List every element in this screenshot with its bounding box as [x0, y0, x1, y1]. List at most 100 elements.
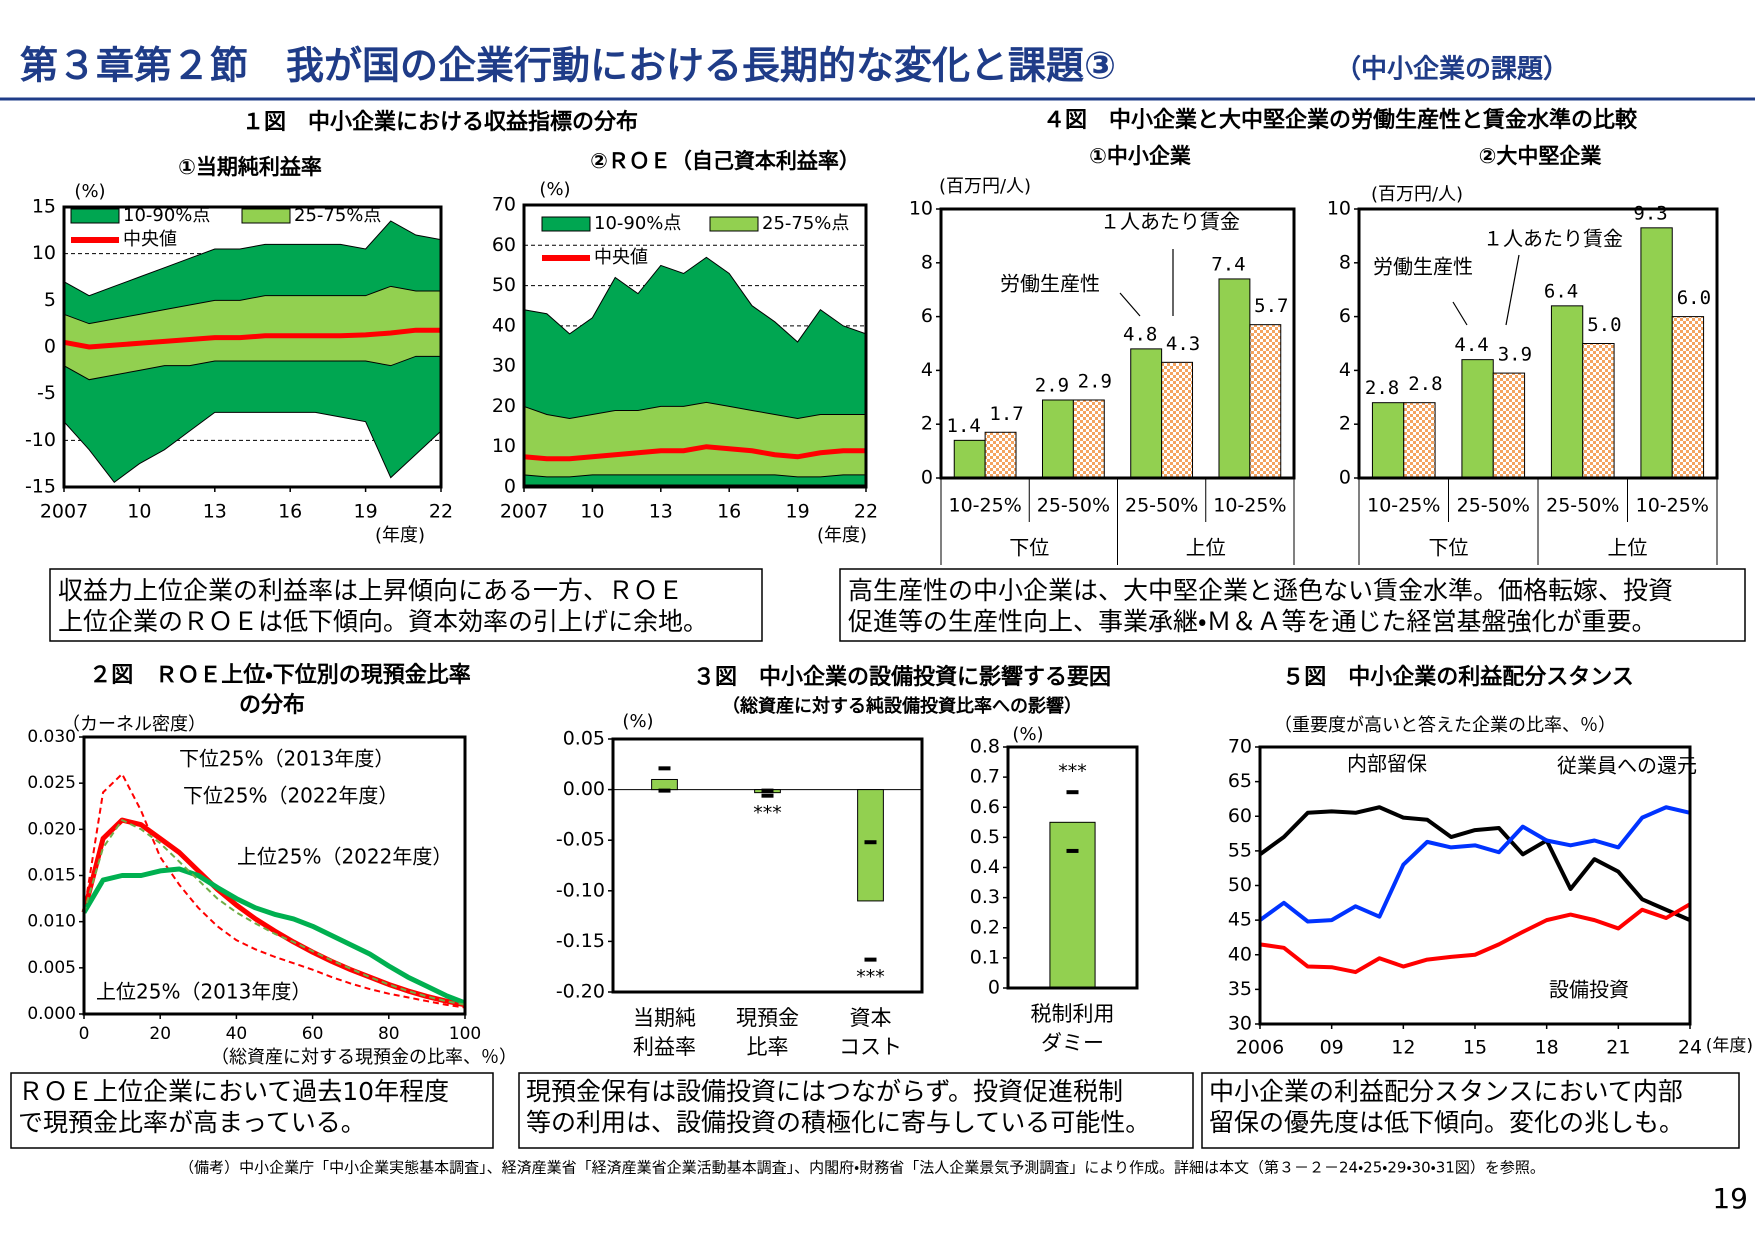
x-axis-unit: (年度) [817, 525, 867, 546]
y-tick-label: 0.5 [970, 826, 1000, 848]
y-tick-label: 0 [988, 977, 1000, 999]
series-label: 下位25%（2022年度） [183, 784, 398, 808]
value-label: 4.4 [1454, 334, 1488, 356]
legend-label: 中央値 [594, 247, 648, 268]
x-tick-label: 2007 [500, 501, 548, 523]
y-axis-unit: (%) [1012, 724, 1043, 745]
summary-box [518, 1072, 1194, 1149]
summary-box [10, 1072, 494, 1149]
series-label: １人あたり賃金 [1100, 210, 1240, 234]
x-tick-label: 60 [302, 1024, 324, 1044]
x-tick-label: 19 [354, 501, 378, 523]
y-tick-label: 0.05 [563, 728, 605, 750]
y-tick-label: 15 [32, 196, 56, 218]
y-tick-label: 0.6 [970, 796, 1000, 818]
x-axis-unit: (年度) [1706, 1036, 1753, 1056]
bar [1049, 821, 1096, 989]
bar [1371, 402, 1405, 479]
category-label: 25-50% [1037, 495, 1110, 517]
x-tick-label: 10 [580, 501, 604, 523]
x-tick-label: 24 [1678, 1037, 1702, 1059]
y-tick-label: 70 [1228, 736, 1252, 758]
y-tick-label: 0.8 [970, 736, 1000, 758]
value-label: 2.9 [1078, 370, 1112, 392]
series-label: 労働生産性 [1373, 255, 1473, 279]
y-tick-label: -10 [25, 429, 56, 451]
value-label: 1.4 [947, 415, 981, 437]
bar [1461, 359, 1494, 479]
plot-frame [62, 205, 443, 489]
summary-text: ＲＯＥ上位企業において過去10年程度 [18, 1077, 449, 1106]
value-label: 6.4 [1544, 280, 1578, 302]
y-tick-label: 8 [1339, 251, 1351, 273]
bar [1041, 399, 1074, 479]
category-label: 資本 [850, 1006, 892, 1030]
y-tick-label: 30 [1228, 1013, 1252, 1035]
series-label: 上位25%（2013年度） [96, 980, 311, 1004]
category-label: 税制利用 [1031, 1002, 1115, 1026]
category-label: 10-25% [1367, 495, 1440, 517]
y-tick-label: 2 [1339, 413, 1351, 435]
chart-title: ①中小企業 [1089, 144, 1192, 168]
label-arrow [1452, 301, 1468, 326]
y-tick-label: 50 [492, 274, 516, 296]
y-axis-unit: （重要度が高いと答えた企業の比率、％） [1274, 715, 1616, 736]
series-line [1258, 805, 1691, 922]
y-tick-label: 6 [921, 305, 933, 327]
x-tick-label: 40 [226, 1024, 248, 1044]
plot-frame [1006, 745, 1139, 990]
summary-text: 現預金保有は設備投資にはつながらず。投資促進税制 [526, 1077, 1123, 1106]
value-label: 7.4 [1211, 253, 1245, 275]
y-tick-label: 40 [1228, 943, 1252, 965]
y-tick-label: 35 [1228, 978, 1252, 1000]
value-label: 2.9 [1035, 374, 1069, 396]
value-label: 6.0 [1677, 287, 1711, 309]
figure-title: ５図 中小企業の利益配分スタンス [1282, 664, 1634, 690]
y-tick-label: 30 [492, 355, 516, 377]
bar [1550, 305, 1584, 479]
y-tick-label: 0.2 [970, 916, 1000, 938]
bar [1161, 361, 1194, 479]
y-axis-unit: （カーネル密度） [62, 714, 206, 735]
bar [1492, 372, 1526, 479]
y-tick-label: 5 [44, 289, 56, 311]
x-tick-label: 22 [854, 501, 878, 523]
figure-subtitle: （総資産に対する純設備投資比率への影響） [722, 695, 1082, 717]
y-tick-label: 6 [1339, 305, 1351, 327]
legend-label: 25-75%点 [294, 205, 381, 226]
category-label: 利益率 [633, 1035, 696, 1059]
group-label: 上位 [1608, 536, 1648, 560]
summary-text: 等の利用は、設備投資の積極化に寄与している可能性。 [526, 1108, 1150, 1137]
y-tick-label: 65 [1228, 770, 1252, 792]
footnote: （備考）中小企業庁「中小企業実態基本調査」、経済産業省「経済産業省企業活動基本調… [179, 1159, 1545, 1177]
series-label: 下位25%（2013年度） [179, 747, 394, 771]
y-tick-label: 45 [1228, 909, 1252, 931]
legend-swatch [541, 216, 591, 232]
y-tick-label: 10 [492, 435, 516, 457]
value-label: 3.9 [1498, 344, 1532, 366]
bar [1582, 343, 1615, 479]
legend-label: 25-75%点 [762, 213, 849, 234]
series-label: 内部留保 [1347, 752, 1427, 776]
y-tick-label: -5 [37, 382, 56, 404]
category-label: 25-50% [1546, 495, 1619, 517]
median-line [523, 444, 866, 462]
category-label: 比率 [747, 1035, 789, 1059]
y-tick-label: -0.20 [556, 981, 605, 1003]
x-tick-label: 15 [1463, 1037, 1487, 1059]
x-tick-label: 12 [1391, 1037, 1415, 1059]
group-label: 下位 [1429, 536, 1469, 560]
legend-swatch [241, 208, 291, 224]
value-label: 5.7 [1254, 295, 1288, 317]
x-tick-label: 18 [1535, 1037, 1559, 1059]
y-tick-label: 10 [909, 198, 933, 220]
category-label: 25-50% [1125, 495, 1198, 517]
category-label: 10-25% [1213, 495, 1286, 517]
plot-frame [611, 737, 924, 994]
summary-box [839, 568, 1746, 642]
x-tick-label: 20 [149, 1024, 171, 1044]
figure-title: ４図 中小企業と大中堅企業の労働生産性と賃金水準の比較 [1043, 107, 1638, 133]
y-tick-label: 0.000 [27, 1004, 76, 1024]
value-label: 4.3 [1166, 333, 1200, 355]
bar [1640, 227, 1673, 479]
